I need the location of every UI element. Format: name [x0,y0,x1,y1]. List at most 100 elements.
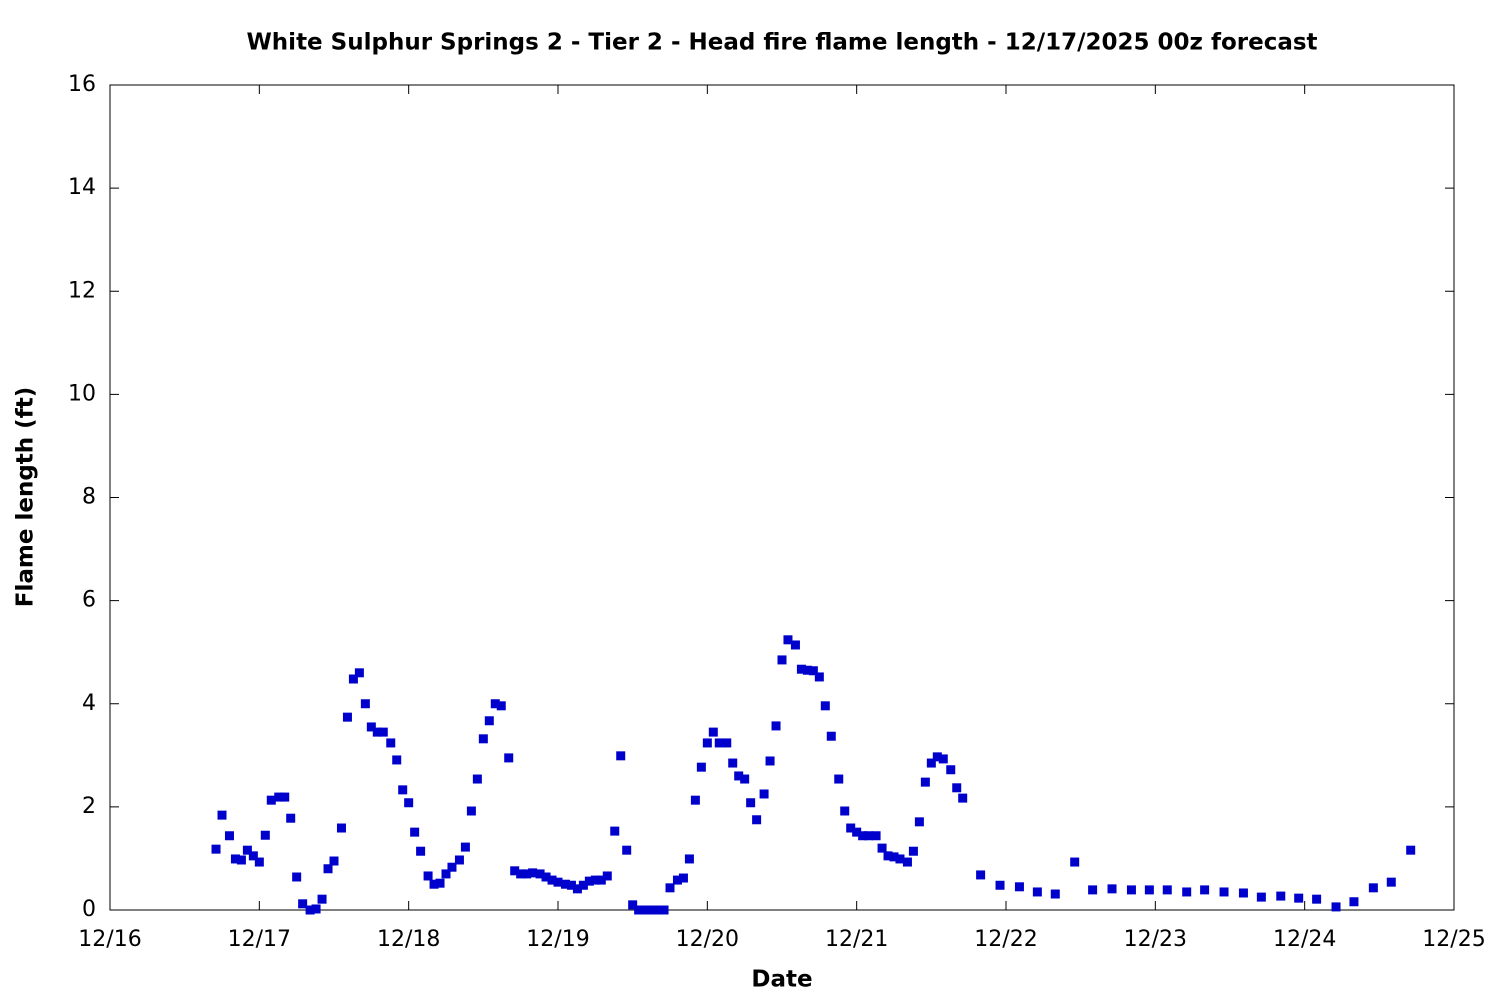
y-tick-label: 4 [82,691,96,716]
data-point [946,765,956,775]
data-point [1162,885,1172,895]
data-point [211,844,221,854]
data-point [504,753,514,763]
data-point [759,789,769,799]
data-point [484,716,494,726]
data-point [659,905,669,915]
x-tick-label: 12/22 [974,927,1037,952]
data-point [840,806,850,816]
data-point [1276,891,1286,901]
data-point [280,792,290,802]
data-point [584,876,594,886]
data-point [1144,885,1154,895]
y-tick-label: 2 [82,794,96,819]
data-point [883,851,893,861]
data-point [740,774,750,784]
data-point [952,783,962,793]
data-point [435,878,445,888]
data-point [714,738,724,748]
data-point [298,899,308,909]
data-point [274,792,284,802]
data-point [634,905,644,915]
data-point [1219,887,1229,897]
data-point [889,852,899,862]
data-point [496,701,506,711]
x-tick-label: 12/17 [228,927,291,952]
data-point [1349,897,1359,907]
data-point [410,827,420,837]
data-point [441,869,451,879]
data-point [610,826,620,836]
data-point [1312,894,1322,904]
data-point [1294,893,1304,903]
data-point [1200,885,1210,895]
data-point [1070,857,1080,867]
data-point [596,875,606,885]
data-point [305,905,315,915]
data-point [323,864,333,874]
data-point [1107,884,1117,894]
data-point [429,879,439,889]
y-tick-label: 12 [68,278,96,303]
data-point [622,845,632,855]
data-point [423,871,433,881]
x-tick-label: 12/16 [78,927,141,952]
data-point [354,668,364,678]
plot-border [109,84,1455,911]
data-point [1238,888,1248,898]
data-point [224,831,234,841]
data-point [266,795,276,805]
data-point [777,655,787,665]
data-point [528,868,538,878]
data-point [1088,885,1098,895]
data-point [702,738,712,748]
data-point [472,774,482,784]
data-point [958,793,968,803]
data-point [734,771,744,781]
data-point [914,817,924,827]
data-point [653,905,663,915]
data-point [877,843,887,853]
chart-title: White Sulphur Springs 2 - Tier 2 - Head … [246,30,1317,56]
data-point [372,727,382,737]
data-point [790,640,800,650]
data-point [864,831,874,841]
y-tick-label: 14 [68,175,96,200]
data-point [708,727,718,737]
data-point [254,857,264,867]
data-point [728,758,738,768]
y-tick-label: 16 [68,72,96,97]
data-point [560,879,570,889]
data-point [447,862,457,872]
data-point [360,699,370,709]
data-point [466,806,476,816]
x-axis-label: Date [751,967,812,993]
data-point [392,755,402,765]
data-point [553,877,563,887]
data-point [602,871,612,881]
data-point [858,831,868,841]
data-point [230,854,240,864]
x-tick-label: 12/25 [1422,927,1485,952]
data-point [490,699,500,709]
data-point [404,798,414,808]
data-point [995,880,1005,890]
data-point [236,855,246,865]
data-point [460,842,470,852]
data-point [510,866,520,876]
x-tick-label: 12/18 [377,927,440,952]
data-point [647,905,657,915]
y-tick-label: 6 [82,588,96,613]
data-point [765,756,775,766]
data-point [217,810,227,820]
data-point [938,754,948,764]
y-axis-label: Flame length (ft) [13,387,39,607]
data-point [678,873,688,883]
data-point [871,831,881,841]
data-point [1182,887,1192,897]
data-point [690,795,700,805]
data-point [616,751,626,761]
data-point [665,883,675,893]
data-point [1331,902,1341,912]
